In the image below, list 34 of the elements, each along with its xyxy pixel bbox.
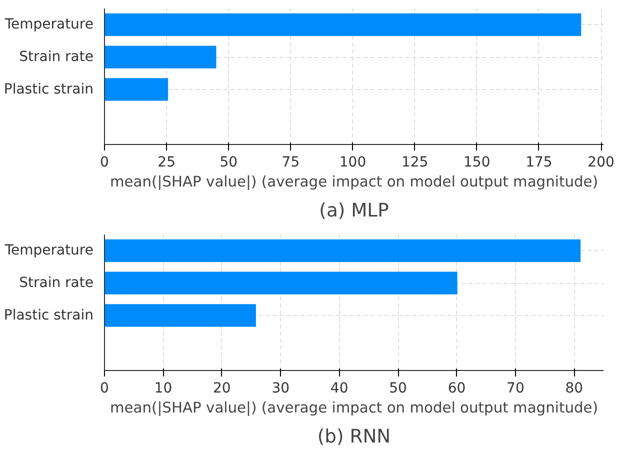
- x-tick-label: 40: [330, 380, 348, 396]
- y-tick-label: Plastic strain: [4, 81, 94, 98]
- x-tick-label: 50: [220, 154, 238, 170]
- y-tick-label: Temperature: [4, 16, 94, 33]
- x-tick-label: 10: [154, 380, 172, 396]
- y-tick-label: Strain rate: [19, 49, 94, 66]
- x-tick-label: 200: [588, 154, 614, 170]
- x-tick-label: 75: [282, 154, 300, 170]
- y-tick-label: Plastic strain: [4, 307, 94, 324]
- x-tick-label: 60: [448, 380, 466, 396]
- x-tick-label: 20: [213, 380, 231, 396]
- x-axis-title: mean(|SHAP value|) (average impact on model output magnitude): [110, 400, 598, 416]
- text: (b) RNN: [317, 426, 391, 448]
- y-tick-label: Strain rate: [19, 275, 94, 292]
- bar: [104, 78, 168, 101]
- x-tick-label: 25: [158, 154, 176, 170]
- x-axis-title: mean(|SHAP value|) (average impact on model output magnitude): [110, 174, 598, 190]
- x-tick-label: 0: [100, 380, 109, 396]
- x-tick-label: 30: [272, 380, 290, 396]
- bar: [104, 239, 581, 262]
- x-tick-label: 0: [100, 154, 109, 170]
- bar: [104, 304, 256, 327]
- x-tick-label: 80: [565, 380, 584, 396]
- x-tick-label: 150: [464, 154, 490, 170]
- x-tick-label: 70: [506, 380, 524, 396]
- x-tick-label: 175: [526, 154, 552, 170]
- bar: [104, 46, 216, 68]
- x-tick-label: 50: [389, 380, 407, 396]
- text: (a) MLP: [319, 200, 389, 222]
- bar: [104, 13, 582, 36]
- x-tick-label: 100: [339, 154, 366, 170]
- x-tick-label: 125: [401, 154, 428, 170]
- bar: [104, 272, 458, 294]
- y-tick-label: Temperature: [4, 242, 94, 259]
